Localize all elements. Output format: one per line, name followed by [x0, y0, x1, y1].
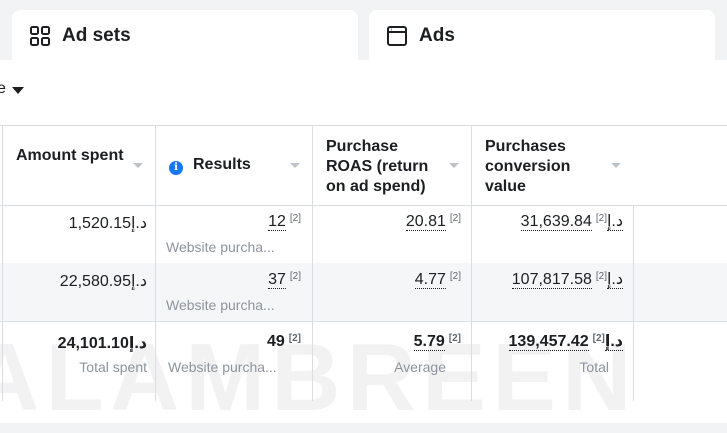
- conversion-value[interactable]: 31,639.84د.إ: [520, 213, 623, 231]
- totals-row: 24,101.10د.إ Total spent 49 [2] Website p…: [0, 321, 727, 401]
- toolbar-dropdown-label[interactable]: e: [0, 80, 6, 97]
- column-header-label: Purchases conversion value: [485, 138, 571, 195]
- ads-table-panel: e ALAMBREEN Amount spent i Results Purcha…: [0, 60, 727, 431]
- divider: [0, 205, 727, 206]
- tab-ads-label: Ads: [419, 25, 455, 46]
- table-row[interactable]: 22,580.95د.إ 37 [2] Website purcha... 4.7…: [0, 263, 727, 321]
- attribution-note: [2]: [449, 213, 461, 224]
- column-header-label: Purchase ROAS (return on ad spend): [326, 138, 429, 195]
- attribution-note: [2]: [449, 271, 461, 282]
- column-header-conversion-value[interactable]: Purchases conversion value: [471, 125, 633, 205]
- total-amount-spent-cell: 24,101.10د.إ: [2, 333, 147, 357]
- results-cell: 12 [2]: [155, 213, 301, 237]
- grid-icon: [28, 24, 52, 48]
- results-subtext: Website purcha...: [166, 297, 275, 313]
- total-roas-value[interactable]: 5.79: [413, 333, 445, 351]
- sort-arrow-icon[interactable]: [449, 163, 459, 168]
- attribution-note: [2]: [595, 213, 607, 224]
- attribution-note: [2]: [592, 333, 605, 344]
- divider: [0, 125, 727, 126]
- sort-arrow-icon[interactable]: [133, 163, 143, 168]
- roas-cell: 4.77 [2]: [312, 271, 461, 295]
- total-conversion-value[interactable]: 139,457.42د.إ: [508, 333, 623, 351]
- results-cell: 37 [2]: [155, 271, 301, 295]
- ad-window-icon: [385, 24, 409, 48]
- table-row[interactable]: 1,520.15د.إ 12 [2] Website purcha... 20.8…: [0, 205, 727, 263]
- divider: [312, 125, 313, 401]
- total-results-value: 49: [266, 333, 285, 350]
- total-roas-subtext: Average: [394, 359, 446, 375]
- tab-ads[interactable]: Ads: [369, 10, 715, 62]
- amount-spent-value: 22,580.95د.إ: [59, 273, 147, 290]
- info-icon[interactable]: i: [169, 161, 183, 175]
- sort-arrow-icon[interactable]: [290, 163, 300, 168]
- amount-spent-cell: 1,520.15د.إ: [2, 213, 147, 237]
- total-conversion-value-cell: 139,457.42د.إ[2]: [471, 333, 623, 357]
- conversion-value-cell: 31,639.84د.إ[2]: [471, 213, 623, 237]
- ads-table: ALAMBREEN Amount spent i Results Purchase…: [0, 125, 727, 431]
- results-value[interactable]: 37: [268, 271, 286, 289]
- divider: [633, 205, 634, 401]
- attribution-note: [2]: [289, 271, 301, 282]
- caret-down-icon[interactable]: [12, 87, 24, 94]
- roas-value[interactable]: 4.77: [414, 271, 446, 289]
- total-results-subtext: Website purcha...: [168, 359, 277, 375]
- column-header-amount-spent[interactable]: Amount spent: [2, 125, 155, 205]
- sort-arrow-icon[interactable]: [611, 163, 621, 168]
- column-header-results[interactable]: i Results: [155, 125, 312, 205]
- conversion-value[interactable]: 107,817.58د.إ: [511, 271, 623, 289]
- divider: [0, 321, 727, 322]
- total-amount-spent-subtext: Total spent: [79, 359, 147, 375]
- total-amount-spent-value: 24,101.10د.إ: [57, 335, 147, 352]
- attribution-note: [2]: [595, 271, 607, 282]
- divider: [471, 125, 472, 401]
- attribution-note: [2]: [289, 213, 301, 224]
- tab-ad-sets-label: Ad sets: [62, 25, 131, 46]
- divider: [155, 125, 156, 401]
- total-results-cell: 49 [2]: [155, 333, 301, 357]
- attribution-note: [2]: [448, 333, 461, 344]
- total-roas-cell: 5.79 [2]: [312, 333, 461, 357]
- total-conversion-value-subtext: Total: [579, 359, 609, 375]
- column-header-roas[interactable]: Purchase ROAS (return on ad spend): [312, 125, 471, 205]
- attribution-note: [2]: [288, 333, 301, 344]
- divider: [2, 125, 3, 401]
- tab-ad-sets[interactable]: Ad sets: [12, 10, 358, 62]
- roas-value[interactable]: 20.81: [405, 213, 446, 231]
- results-subtext: Website purcha...: [166, 239, 275, 255]
- table-row-band: [0, 263, 727, 321]
- results-value[interactable]: 12: [268, 213, 286, 231]
- column-header-label: Amount spent: [16, 147, 124, 164]
- amount-spent-value: 1,520.15د.إ: [68, 215, 147, 232]
- roas-cell: 20.81 [2]: [312, 213, 461, 237]
- column-header-label: Results: [193, 156, 251, 173]
- amount-spent-cell: 22,580.95د.إ: [2, 271, 147, 295]
- conversion-value-cell: 107,817.58د.إ[2]: [471, 271, 623, 295]
